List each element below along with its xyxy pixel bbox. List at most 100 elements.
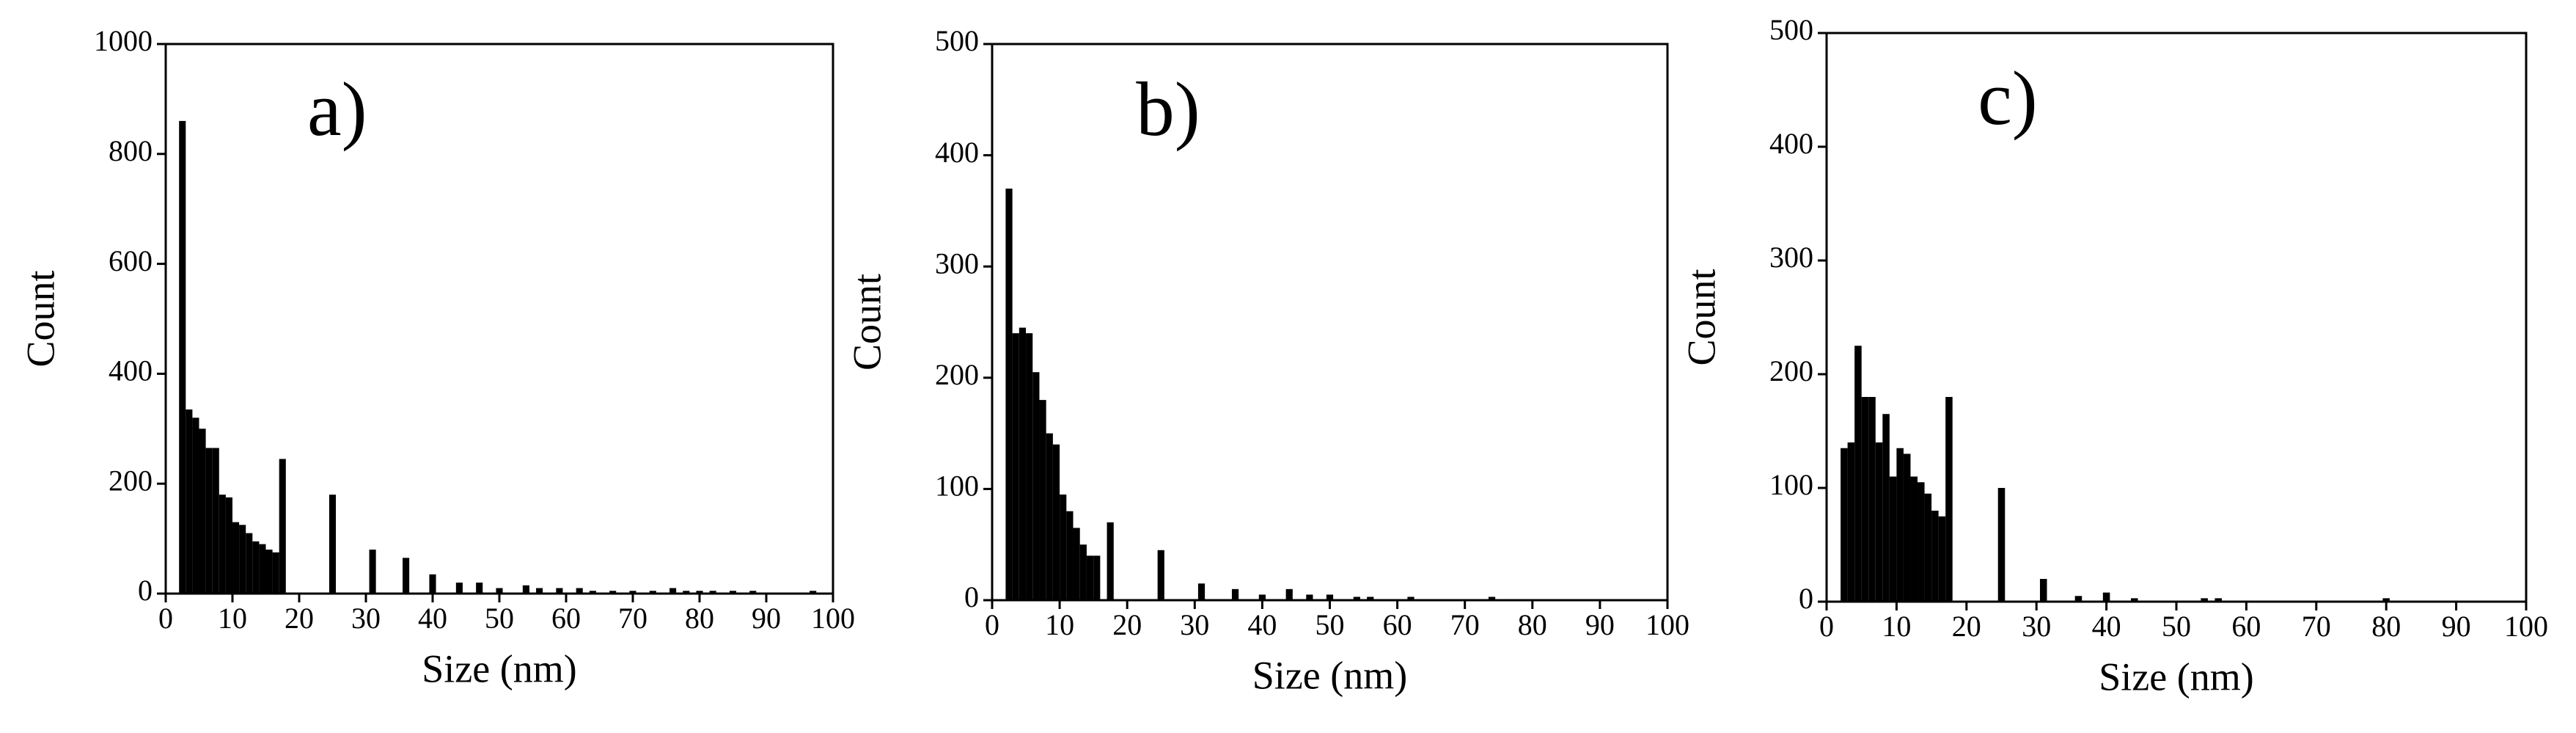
bar — [1997, 488, 2006, 602]
bar — [629, 591, 636, 594]
x-tick-label: 0 — [985, 608, 999, 641]
x-tick-label: 0 — [1819, 610, 1834, 643]
bar — [403, 558, 410, 594]
bar — [729, 591, 737, 594]
y-tick-label: 0 — [1799, 582, 1813, 615]
bar — [1854, 346, 1862, 602]
bar — [609, 591, 617, 594]
bar — [205, 448, 213, 594]
x-tick-label: 30 — [2022, 610, 2051, 643]
bar — [1918, 482, 1925, 602]
x-tick-label: 0 — [158, 602, 173, 635]
bar — [1012, 333, 1019, 600]
y-tick-label: 200 — [935, 358, 979, 391]
y-axis-label: Count — [18, 270, 62, 367]
y-tick-label: 200 — [109, 464, 153, 497]
y-tick-label: 600 — [109, 244, 153, 277]
x-tick-label: 10 — [218, 602, 247, 635]
x-tick-label: 50 — [485, 602, 514, 635]
bar — [212, 448, 219, 594]
bar — [1005, 189, 1013, 601]
bar — [329, 495, 337, 594]
bar — [749, 591, 757, 594]
y-tick-label: 400 — [935, 136, 979, 169]
bar — [1019, 327, 1027, 600]
bar — [1882, 414, 1890, 602]
x-tick-label: 20 — [1952, 610, 1981, 643]
x-tick-label: 40 — [418, 602, 447, 635]
bar — [219, 495, 226, 594]
y-tick-label: 400 — [109, 354, 153, 387]
y-axis-label: Count — [845, 274, 889, 371]
x-tick-label: 20 — [285, 602, 314, 635]
bar — [246, 533, 253, 594]
bar — [1079, 544, 1087, 600]
bar — [1073, 528, 1080, 600]
bar — [1903, 453, 1911, 602]
x-tick-label: 100 — [1645, 608, 1689, 641]
bar — [1945, 397, 1953, 602]
x-tick-label: 90 — [1585, 608, 1615, 641]
bar — [1039, 400, 1046, 600]
x-tick-label: 30 — [1180, 608, 1209, 641]
bar — [522, 585, 529, 594]
bar — [669, 588, 677, 594]
bar — [1258, 594, 1266, 600]
x-tick-label: 80 — [685, 602, 714, 635]
bar — [179, 120, 186, 594]
bar — [1896, 448, 1904, 602]
bar — [1026, 333, 1033, 600]
y-tick-label: 400 — [1769, 127, 1813, 160]
y-tick-label: 1000 — [94, 24, 153, 57]
bar — [1107, 522, 1114, 600]
y-tick-label: 200 — [1769, 354, 1813, 387]
bar — [1086, 555, 1094, 600]
x-tick-label: 40 — [2092, 610, 2121, 643]
y-tick-label: 500 — [1769, 13, 1813, 46]
bar — [1032, 372, 1040, 600]
bar — [1407, 597, 1414, 600]
bar — [429, 574, 436, 594]
bar — [709, 591, 716, 594]
bar — [369, 550, 376, 594]
bar — [556, 588, 563, 594]
x-tick-label: 60 — [1383, 608, 1412, 641]
y-tick-label: 300 — [935, 247, 979, 280]
bar — [1931, 511, 1939, 602]
bar — [2201, 598, 2208, 602]
y-tick-label: 100 — [1769, 468, 1813, 501]
bar — [1157, 550, 1164, 600]
bar — [1841, 448, 1848, 602]
bar — [186, 409, 193, 594]
bar — [576, 588, 583, 594]
x-tick-label: 10 — [1882, 610, 1911, 643]
plot-frame — [991, 43, 1669, 602]
bar — [2130, 598, 2138, 602]
bar — [199, 429, 206, 594]
y-tick-label: 0 — [964, 580, 979, 613]
panel-label: a) — [307, 66, 367, 152]
x-tick-label: 10 — [1045, 608, 1074, 641]
bar — [1285, 588, 1293, 600]
bar — [1488, 597, 1496, 600]
y-tick-label: 300 — [1769, 241, 1813, 274]
bar — [259, 544, 266, 594]
bar — [1052, 444, 1060, 600]
bar — [476, 583, 483, 594]
bar — [1231, 588, 1239, 600]
x-tick-label: 50 — [2162, 610, 2191, 643]
x-tick-label: 100 — [811, 602, 855, 635]
bar — [649, 591, 656, 594]
x-tick-label: 20 — [1112, 608, 1142, 641]
bar — [1353, 597, 1360, 600]
y-tick-label: 500 — [935, 24, 979, 57]
bar — [455, 583, 463, 594]
bar — [232, 522, 240, 594]
bar — [589, 591, 596, 594]
x-tick-label: 90 — [2442, 610, 2471, 643]
bar — [1093, 555, 1101, 600]
bar — [1924, 493, 1932, 602]
bar — [1938, 516, 1946, 602]
x-tick-label: 70 — [1450, 608, 1480, 641]
